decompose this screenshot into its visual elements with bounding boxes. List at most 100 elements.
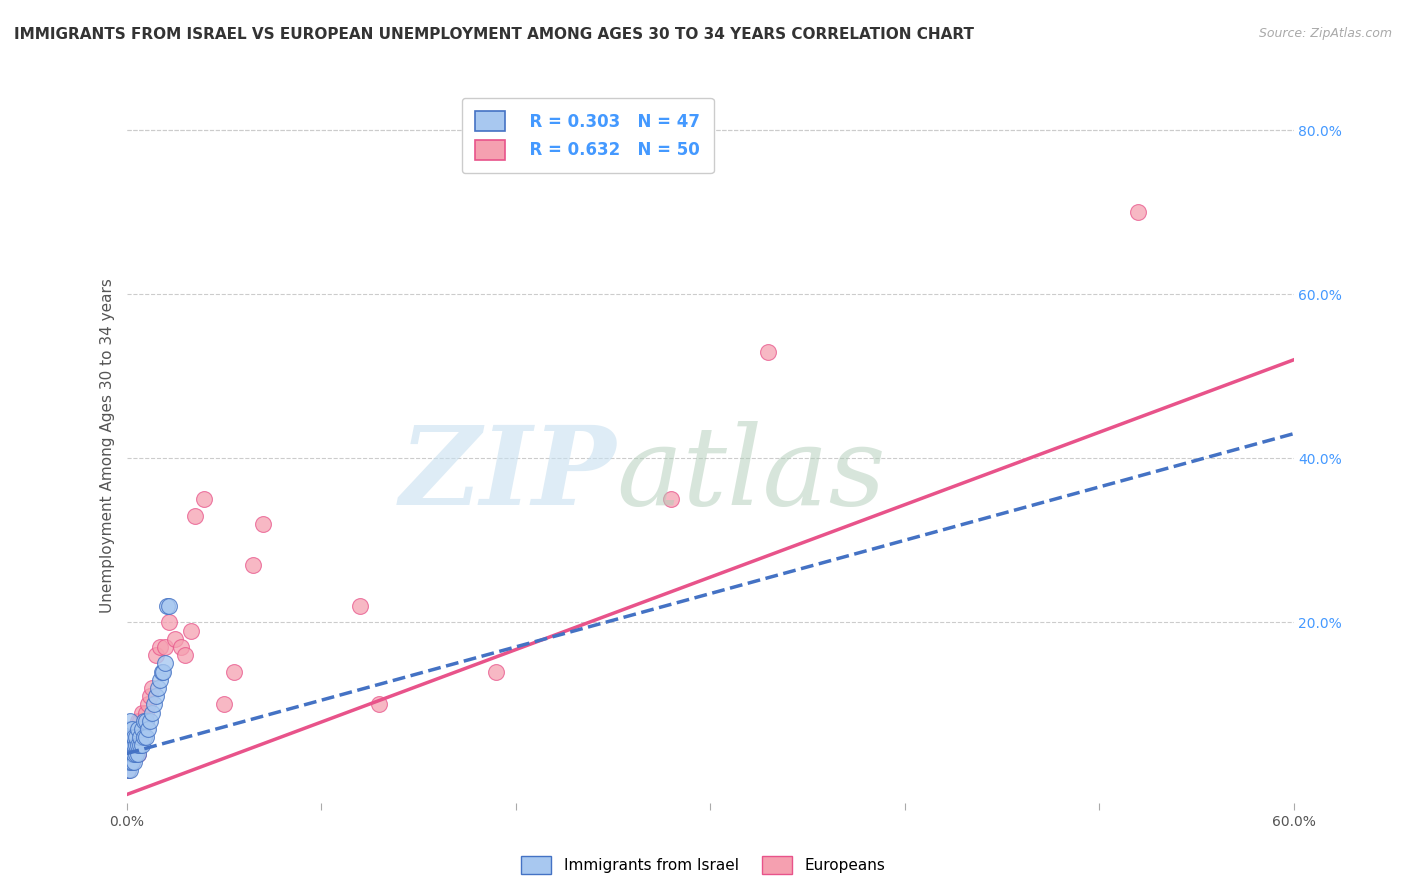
Point [135, 714, 157, 728]
Point [117, 763, 139, 777]
Point [139, 689, 162, 703]
Point [131, 706, 153, 720]
Point [155, 657, 177, 671]
Point [174, 648, 197, 662]
Point [127, 730, 149, 744]
Point [135, 706, 157, 720]
Point [170, 640, 193, 654]
Y-axis label: Unemployment Among Ages 30 to 34 years: Unemployment Among Ages 30 to 34 years [100, 278, 115, 614]
Text: IMMIGRANTS FROM ISRAEL VS EUROPEAN UNEMPLOYMENT AMONG AGES 30 TO 34 YEARS CORREL: IMMIGRANTS FROM ISRAEL VS EUROPEAN UNEMP… [14, 27, 974, 42]
Point [146, 681, 169, 695]
Point [145, 648, 167, 662]
Point [212, 698, 235, 712]
Point [222, 665, 245, 679]
Point [121, 730, 143, 744]
Point [121, 747, 143, 761]
Point [117, 747, 139, 761]
Point [117, 739, 139, 753]
Text: atlas: atlas [617, 421, 886, 528]
Point [120, 714, 142, 728]
Point [131, 722, 153, 736]
Point [121, 739, 143, 753]
Point [349, 599, 371, 613]
Point [125, 722, 148, 736]
Point [117, 763, 139, 777]
Point [117, 747, 139, 761]
Point [156, 599, 179, 613]
Point [368, 698, 391, 712]
Point [157, 599, 180, 613]
Point [120, 722, 142, 736]
Point [120, 763, 142, 777]
Point [659, 492, 682, 507]
Text: Source: ZipAtlas.com: Source: ZipAtlas.com [1258, 27, 1392, 40]
Point [131, 739, 153, 753]
Point [132, 714, 155, 728]
Point [129, 739, 152, 753]
Point [125, 739, 148, 753]
Point [150, 665, 173, 679]
Point [124, 739, 146, 753]
Point [136, 698, 159, 712]
Point [157, 615, 180, 630]
Point [124, 730, 146, 744]
Point [117, 730, 139, 744]
Point [756, 344, 779, 359]
Point [129, 714, 152, 728]
Point [120, 755, 142, 769]
Point [180, 624, 202, 638]
Point [125, 739, 148, 753]
Point [155, 640, 177, 654]
Point [193, 492, 215, 507]
Point [131, 722, 153, 736]
Point [1126, 205, 1149, 219]
Point [120, 730, 142, 744]
Point [132, 730, 155, 744]
Point [152, 665, 174, 679]
Point [135, 730, 157, 744]
Point [117, 739, 139, 753]
Point [127, 722, 149, 736]
Point [125, 747, 148, 761]
Point [139, 714, 162, 728]
Point [121, 747, 143, 761]
Point [183, 508, 205, 523]
Point [125, 730, 148, 744]
Point [121, 722, 143, 736]
Point [141, 681, 163, 695]
Point [127, 714, 149, 728]
Point [149, 673, 172, 687]
Point [117, 755, 139, 769]
Point [121, 739, 143, 753]
Point [252, 516, 274, 531]
Point [120, 755, 142, 769]
Point [121, 730, 143, 744]
Legend:   R = 0.303   N = 47,   R = 0.632   N = 50: R = 0.303 N = 47, R = 0.632 N = 50 [461, 97, 714, 173]
Legend: Immigrants from Israel, Europeans: Immigrants from Israel, Europeans [515, 850, 891, 880]
Point [127, 747, 149, 761]
Point [124, 739, 146, 753]
Point [120, 747, 142, 761]
Point [127, 747, 149, 761]
Point [129, 730, 152, 744]
Point [125, 747, 148, 761]
Point [121, 755, 143, 769]
Point [124, 747, 146, 761]
Point [124, 747, 146, 761]
Point [120, 747, 142, 761]
Point [242, 558, 264, 572]
Point [127, 739, 149, 753]
Text: ZIP: ZIP [401, 421, 617, 528]
Point [136, 722, 159, 736]
Point [117, 755, 139, 769]
Point [145, 689, 167, 703]
Point [129, 730, 152, 744]
Point [149, 640, 172, 654]
Point [142, 698, 165, 712]
Point [120, 730, 142, 744]
Point [121, 755, 143, 769]
Point [485, 665, 508, 679]
Point [120, 739, 142, 753]
Point [124, 730, 146, 744]
Point [141, 706, 163, 720]
